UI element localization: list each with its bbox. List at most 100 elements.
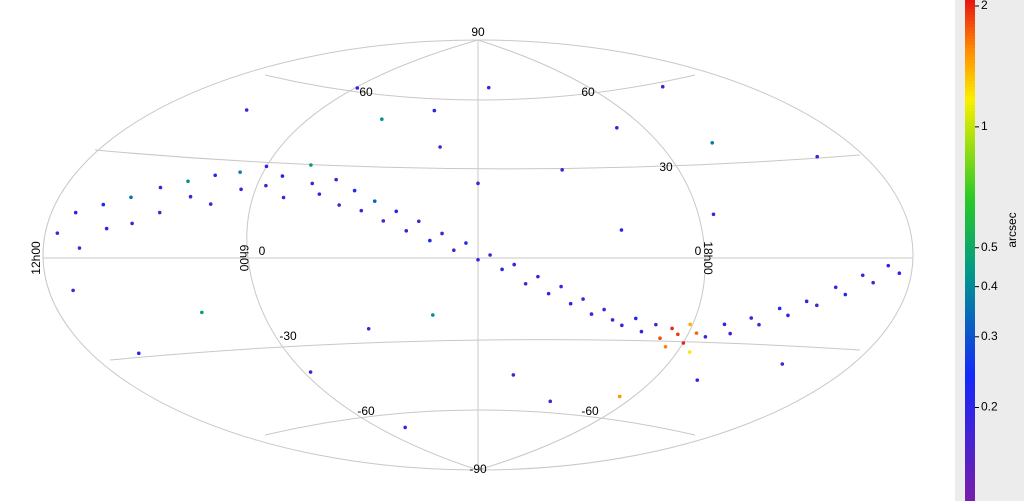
colorbar-segment	[965, 252, 975, 256]
data-point	[546, 291, 551, 296]
grid-label: -60	[581, 404, 599, 418]
colorbar-segment	[965, 243, 975, 247]
data-point	[695, 378, 700, 382]
colorbar-segment	[965, 117, 975, 121]
colorbar-segment	[965, 63, 975, 67]
data-point	[213, 173, 218, 178]
data-point	[711, 212, 716, 217]
data-point	[334, 177, 338, 182]
data-point	[317, 192, 322, 196]
colorbar-segment	[965, 375, 975, 379]
colorbar-segment	[965, 498, 975, 501]
data-point	[244, 108, 249, 112]
colorbar-segment	[965, 366, 975, 370]
colorbar-segment	[965, 111, 975, 115]
colorbar-segment	[965, 225, 975, 229]
colorbar-segment	[965, 267, 975, 271]
colorbar-segment	[965, 438, 975, 442]
data-point	[687, 350, 692, 354]
colorbar-segment	[965, 354, 975, 358]
colorbar-segment	[965, 339, 975, 343]
colorbar-segment	[965, 3, 975, 7]
grid-label: 18h00	[701, 241, 715, 275]
colorbar-segment	[965, 180, 975, 184]
colorbar-segment	[965, 456, 975, 460]
data-point	[658, 336, 662, 341]
data-point	[548, 399, 553, 404]
data-point	[432, 108, 437, 113]
colorbar-segment	[965, 78, 975, 82]
data-point	[688, 322, 692, 327]
colorbar-segment	[965, 186, 975, 190]
grid-label: -60	[357, 404, 375, 418]
data-point	[73, 210, 78, 215]
data-point	[886, 263, 891, 268]
data-point	[617, 394, 622, 399]
colorbar-segment	[965, 246, 975, 250]
colorbar-segment	[965, 429, 975, 433]
colorbar-segment	[965, 435, 975, 439]
grid-label: 60	[581, 85, 595, 99]
colorbar-tick-label: 1	[981, 119, 988, 133]
colorbar-segment	[965, 276, 975, 280]
colorbar-tick-label: 2	[981, 0, 988, 12]
grid-label: -90	[469, 462, 487, 476]
data-point	[897, 271, 902, 276]
colorbar-segment	[965, 336, 975, 340]
data-point	[559, 284, 563, 289]
colorbar-segment	[965, 363, 975, 367]
colorbar-segment	[965, 69, 975, 73]
colorbar-segment	[965, 195, 975, 199]
colorbar-segment	[965, 327, 975, 331]
colorbar-segment	[965, 357, 975, 361]
colorbar-segment	[965, 444, 975, 448]
data-point	[476, 257, 480, 262]
colorbar-segment	[965, 447, 975, 451]
colorbar-segment	[965, 198, 975, 202]
data-point	[602, 307, 606, 312]
colorbar-segment	[965, 72, 975, 76]
colorbar-segment	[965, 408, 975, 412]
colorbar-segment	[965, 39, 975, 43]
colorbar-segment	[965, 360, 975, 364]
data-point	[757, 322, 761, 327]
colorbar-segment	[965, 138, 975, 142]
data-point	[511, 373, 516, 377]
colorbar-segment	[965, 474, 975, 478]
colorbar-segment	[965, 480, 975, 484]
colorbar-segment	[965, 399, 975, 403]
data-point	[440, 231, 444, 236]
colorbar-segment	[965, 87, 975, 91]
data-point	[416, 219, 421, 224]
data-point	[536, 274, 540, 279]
colorbar-segment	[965, 432, 975, 436]
colorbar-segment	[965, 384, 975, 388]
colorbar-segment	[965, 93, 975, 97]
data-point	[633, 316, 638, 321]
colorbar-segment	[965, 222, 975, 226]
grid-label: 0	[259, 244, 266, 258]
data-point	[355, 86, 360, 90]
colorbar-segment	[965, 150, 975, 154]
colorbar-segment	[965, 381, 975, 385]
data-point	[815, 303, 819, 308]
colorbar-segment	[965, 174, 975, 178]
colorbar-segment	[965, 378, 975, 382]
colorbar-segment	[965, 57, 975, 61]
data-point	[676, 332, 680, 337]
colorbar-segment	[965, 405, 975, 409]
colorbar-segment	[965, 282, 975, 286]
colorbar-segment	[965, 90, 975, 94]
colorbar-segment	[965, 411, 975, 415]
colorbar-segment	[965, 45, 975, 49]
colorbar-segment	[965, 477, 975, 481]
colorbar-segment	[965, 345, 975, 349]
data-point	[523, 282, 528, 286]
data-point	[101, 202, 106, 207]
colorbar-segment	[965, 207, 975, 211]
data-point	[129, 195, 133, 200]
colorbar-segment	[965, 15, 975, 19]
colorbar-segment	[965, 213, 975, 217]
data-point	[366, 327, 371, 331]
